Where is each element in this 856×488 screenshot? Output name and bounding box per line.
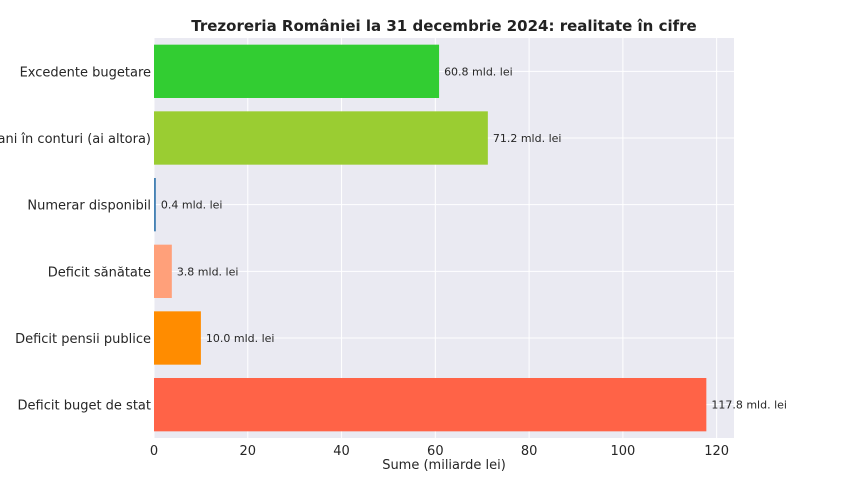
data-label: 10.0 mld. lei bbox=[206, 332, 275, 345]
x-tick-label: 20 bbox=[240, 444, 257, 459]
bar bbox=[154, 111, 488, 165]
data-label: 0.4 mld. lei bbox=[161, 199, 223, 212]
category-label: Deficit pensii publice bbox=[15, 332, 151, 347]
plot-area bbox=[154, 38, 734, 438]
x-tick-label: 120 bbox=[704, 444, 729, 459]
data-label: 60.8 mld. lei bbox=[444, 65, 513, 78]
bar bbox=[154, 178, 156, 232]
x-axis-label: Sume (miliarde lei) bbox=[382, 458, 506, 473]
category-label: Excedente bugetare bbox=[20, 65, 151, 80]
data-label: 117.8 mld. lei bbox=[711, 399, 787, 412]
x-tick-label: 80 bbox=[521, 444, 538, 459]
x-tick-label: 100 bbox=[610, 444, 635, 459]
data-label: 3.8 mld. lei bbox=[177, 265, 239, 278]
bar bbox=[154, 378, 707, 432]
x-tick-label: 40 bbox=[333, 444, 350, 459]
category-label: Deficit sănătate bbox=[48, 265, 151, 280]
bars bbox=[154, 44, 707, 432]
data-label: 71.2 mld. lei bbox=[493, 132, 562, 145]
category-label: Numerar disponibil bbox=[27, 199, 151, 214]
category-label: Bani în conturi (ai altora) bbox=[0, 132, 151, 147]
bar bbox=[154, 244, 172, 298]
bar bbox=[154, 44, 440, 98]
chart-title: Trezoreria României la 31 decembrie 2024… bbox=[191, 17, 696, 35]
x-tick-label: 0 bbox=[150, 444, 158, 459]
category-label: Deficit buget de stat bbox=[18, 399, 151, 414]
data-labels: 60.8 mld. lei 71.2 mld. lei 0.4 mld. lei 3.… bbox=[161, 65, 787, 411]
x-tick-label: 60 bbox=[427, 444, 444, 459]
x-tick-labels: 0 20 40 60 80 100 120 bbox=[150, 444, 729, 459]
category-labels: Excedente bugetare Bani în conturi (ai al… bbox=[0, 65, 151, 413]
bar bbox=[154, 311, 201, 365]
